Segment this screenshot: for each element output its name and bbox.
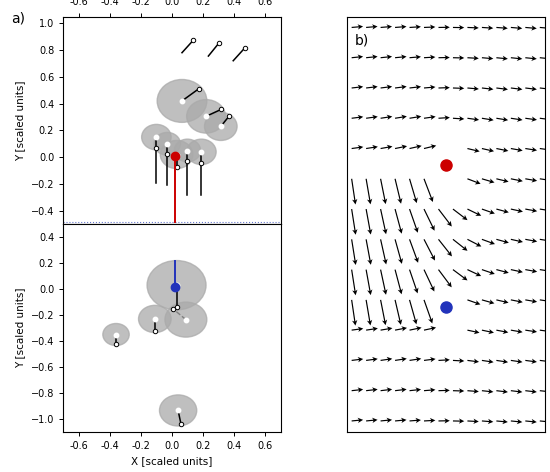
- Circle shape: [154, 133, 180, 155]
- Circle shape: [103, 323, 129, 346]
- Circle shape: [160, 141, 193, 169]
- Circle shape: [139, 305, 171, 333]
- Text: a): a): [11, 12, 25, 26]
- X-axis label: X [scaled units]: X [scaled units]: [131, 456, 213, 466]
- Circle shape: [157, 79, 207, 122]
- Circle shape: [165, 302, 207, 337]
- Text: b): b): [355, 33, 369, 47]
- Y-axis label: Y [scaled units]: Y [scaled units]: [15, 80, 25, 160]
- Circle shape: [160, 395, 197, 426]
- Y-axis label: Y [scaled units]: Y [scaled units]: [15, 288, 25, 368]
- Circle shape: [205, 112, 237, 141]
- Circle shape: [186, 100, 226, 133]
- Circle shape: [142, 125, 171, 150]
- Circle shape: [174, 139, 201, 162]
- Circle shape: [147, 261, 206, 310]
- Circle shape: [186, 139, 216, 165]
